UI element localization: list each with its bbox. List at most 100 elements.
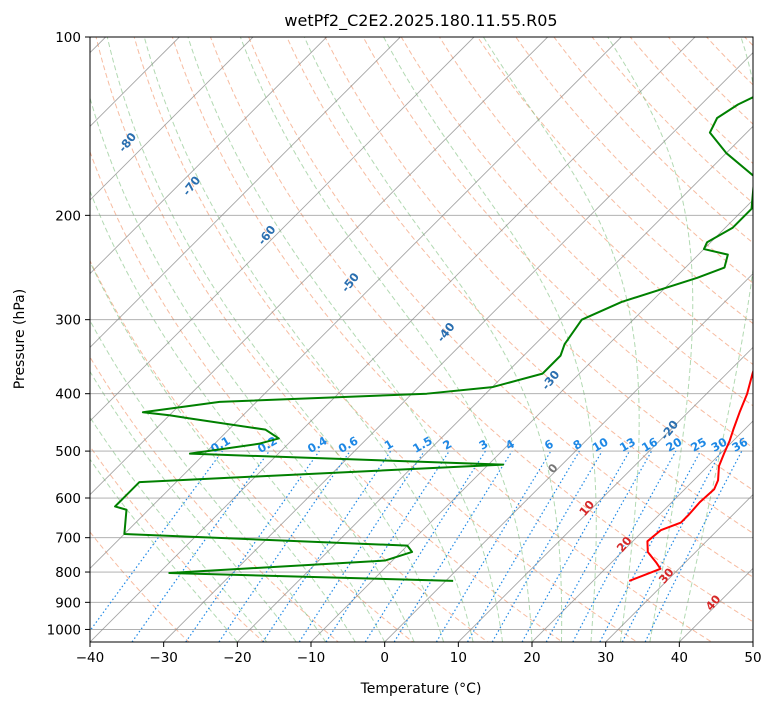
moist-adiabat-line — [482, 37, 640, 642]
moist-adiabat-line — [90, 189, 386, 642]
dry-adiabat-line — [133, 37, 638, 642]
isotherm-line — [90, 37, 548, 496]
mixing-ratio-label: 25 — [688, 435, 709, 455]
moist-adiabat-line — [239, 37, 533, 642]
dry-adiabat-label: -30 — [539, 368, 563, 393]
dry-adiabat-line — [362, 37, 753, 449]
isotherm-line — [90, 37, 475, 422]
mixing-ratio-label: 0.4 — [305, 433, 330, 455]
dewpoint-trace — [114, 96, 753, 582]
moist-adiabat-label: 40 — [703, 592, 724, 613]
mixing-ratio-line — [393, 450, 513, 642]
mixing-ratio-label: 0.1 — [208, 433, 233, 455]
x-tick-label: −40 — [76, 650, 105, 666]
isotherm-line — [752, 641, 753, 642]
y-tick-label: 200 — [55, 208, 81, 224]
isotherm-line — [237, 125, 753, 642]
y-tick-label: 300 — [55, 313, 81, 329]
isotherm-line — [90, 37, 327, 275]
dry-adiabat-label: -90 — [58, 84, 82, 109]
mixing-ratio-line — [325, 450, 450, 642]
x-tick-label: 40 — [671, 650, 688, 666]
dry-adiabat-line — [90, 259, 414, 642]
y-tick-label: 800 — [55, 565, 81, 581]
mixing-ratio-lines — [90, 450, 743, 642]
dry-adiabat-line — [286, 37, 753, 534]
mixing-ratio-label: 0.6 — [336, 433, 361, 455]
moist-adiabat-line — [143, 37, 474, 642]
moist-adiabat-line — [383, 37, 597, 642]
moist-adiabat-line — [187, 37, 504, 642]
plot-area: 0.1 0.2 0.4 0.6 1 1.5 2 3 4 6 8 10 13 16 20 25 30 36-100-… — [6, 24, 775, 654]
moist-adiabat-line — [303, 37, 563, 642]
mixing-ratio-line — [262, 450, 392, 642]
moist-adiabat-label: 10 — [576, 497, 597, 518]
mixing-ratio-label: 16 — [639, 435, 660, 455]
mixing-ratio-label: 1.5 — [410, 433, 435, 455]
mixing-ratio-label: 10 — [590, 435, 611, 455]
x-axis-label: Temperature (°C) — [360, 681, 482, 697]
dry-adiabat-line — [515, 37, 753, 284]
isotherm-line — [90, 37, 254, 201]
x-tick-label: −10 — [297, 650, 326, 666]
isotherm-line — [531, 420, 753, 642]
mixing-ratio-line — [131, 450, 270, 642]
mixing-ratio-label: 13 — [617, 435, 638, 455]
moist-adiabat-line — [90, 319, 327, 642]
dry-adiabat-line — [171, 37, 713, 642]
moist-adiabat-line — [607, 37, 694, 642]
dry-adiabat-label: -100 — [6, 43, 35, 74]
moist-adiabats — [90, 37, 753, 642]
isotherm-line — [163, 52, 753, 642]
mixing-ratio-line — [521, 450, 631, 642]
x-tick-label: −30 — [149, 650, 178, 666]
dry-adiabat-line — [90, 445, 265, 642]
mixing-ratio-line — [644, 450, 743, 642]
moist-adiabat-line — [90, 260, 356, 642]
x-tick-label: −20 — [223, 650, 252, 666]
y-tick-label: 900 — [55, 595, 81, 611]
isotherm-line — [310, 199, 753, 642]
isobar-gridlines — [90, 37, 753, 630]
mixing-ratio-line — [466, 450, 580, 642]
dry-adiabat-label: -70 — [179, 173, 203, 198]
dry-adiabat-line — [744, 37, 753, 47]
isotherm-line — [90, 37, 622, 569]
moist-adiabat-line — [90, 416, 268, 642]
x-tick-label: 10 — [450, 650, 467, 666]
isotherm-line — [605, 494, 753, 642]
moist-adiabat-line — [678, 37, 753, 642]
dry-adiabat-line — [209, 37, 753, 623]
mixing-ratio-line — [185, 450, 320, 642]
mixing-ratio-line — [218, 450, 351, 642]
mixing-ratio-line — [298, 450, 425, 642]
y-tick-label: 1000 — [47, 622, 81, 638]
y-axis-label: Pressure (hPa) — [12, 289, 28, 389]
mixing-ratio-label: 1 — [382, 437, 396, 453]
temperature-trace — [628, 368, 753, 582]
y-tick-label: 700 — [55, 531, 81, 547]
moist-adiabat-line — [106, 37, 445, 642]
y-tick-label: 500 — [55, 444, 81, 460]
mixing-ratio-line — [90, 450, 223, 632]
mixing-ratio-line — [545, 450, 653, 642]
moist-adiabat-line — [90, 458, 238, 642]
mixing-ratio-label: 20 — [663, 435, 684, 455]
isotherm-line — [90, 37, 696, 642]
dry-adiabat-line — [770, 24, 775, 654]
x-tick-label: 50 — [744, 650, 761, 666]
x-tick-label: 20 — [523, 650, 540, 666]
y-tick-label: 400 — [55, 387, 81, 403]
moist-adiabat-label: 0 — [545, 461, 561, 476]
dry-adiabat-line — [400, 37, 753, 407]
y-tick-label: 600 — [55, 491, 81, 507]
y-axis-ticks: 100 200 300 400 500 600 700 800 900 1000 — [47, 30, 90, 638]
x-tick-label: 0 — [380, 650, 389, 666]
isotherms — [90, 37, 753, 642]
sounding-traces — [114, 96, 753, 582]
dry-adiabat-line — [438, 37, 753, 366]
x-axis-ticks: −40 −30 −20 −10 0 10 20 30 40 50 — [76, 642, 762, 666]
dry-adiabat-line — [90, 531, 190, 642]
dry-adiabat-label: -40 — [434, 320, 458, 345]
